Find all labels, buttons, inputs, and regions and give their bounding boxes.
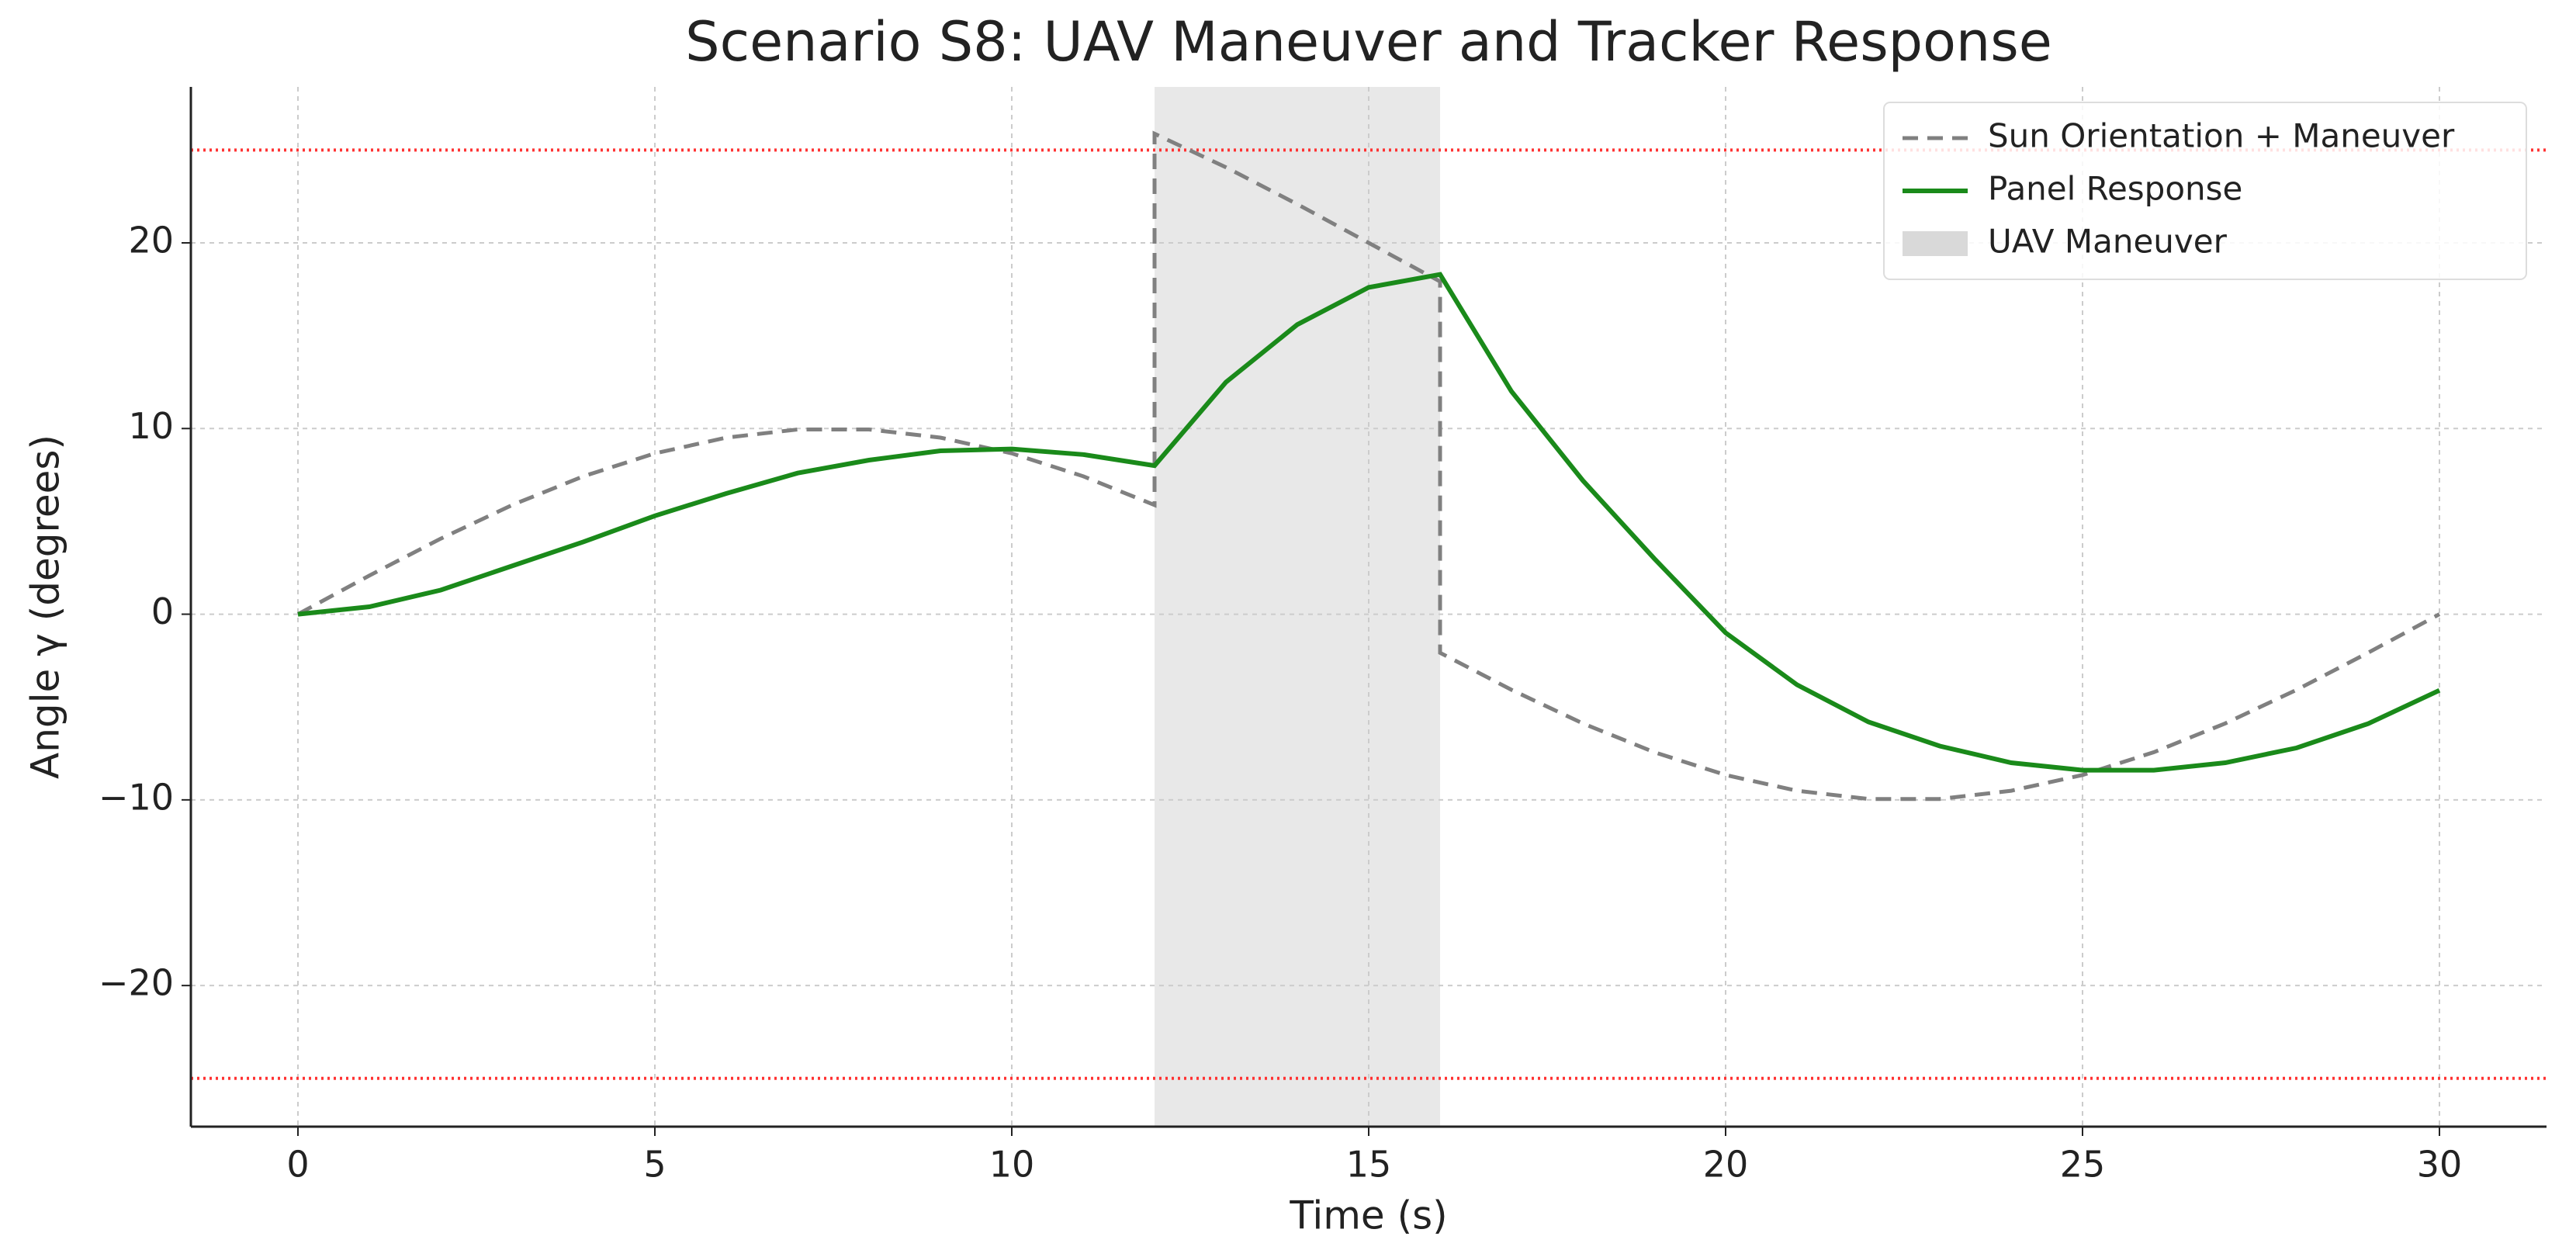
legend-label: Sun Orientation + Maneuver xyxy=(1988,117,2455,155)
x-tick-label: 5 xyxy=(643,1144,666,1186)
x-axis-label: Time (s) xyxy=(1289,1193,1447,1238)
legend-box xyxy=(1883,102,2527,280)
series-line xyxy=(296,130,2441,802)
legend-swatch xyxy=(1903,231,1968,256)
shaded-span xyxy=(1155,87,1440,1127)
y-tick-label: −20 xyxy=(99,962,174,1004)
y-tick-label: 10 xyxy=(128,405,174,447)
x-tick-label: 10 xyxy=(989,1144,1035,1186)
y-axis-label: Angle γ (degrees) xyxy=(23,435,68,779)
y-tick-label: 20 xyxy=(128,220,174,261)
legend-label: Panel Response xyxy=(1988,170,2242,208)
x-tick-label: 25 xyxy=(2060,1144,2106,1186)
x-tick-label: 20 xyxy=(1703,1144,1749,1186)
x-tick-label: 30 xyxy=(2417,1144,2463,1186)
y-tick-label: −10 xyxy=(99,776,174,818)
x-tick-label: 0 xyxy=(286,1144,309,1186)
x-tick-label: 15 xyxy=(1346,1144,1392,1186)
chart-title: Scenario S8: UAV Maneuver and Tracker Re… xyxy=(685,10,2052,74)
legend-label: UAV Maneuver xyxy=(1988,223,2228,261)
y-tick-label: 0 xyxy=(151,590,174,632)
series-line xyxy=(297,272,2441,773)
